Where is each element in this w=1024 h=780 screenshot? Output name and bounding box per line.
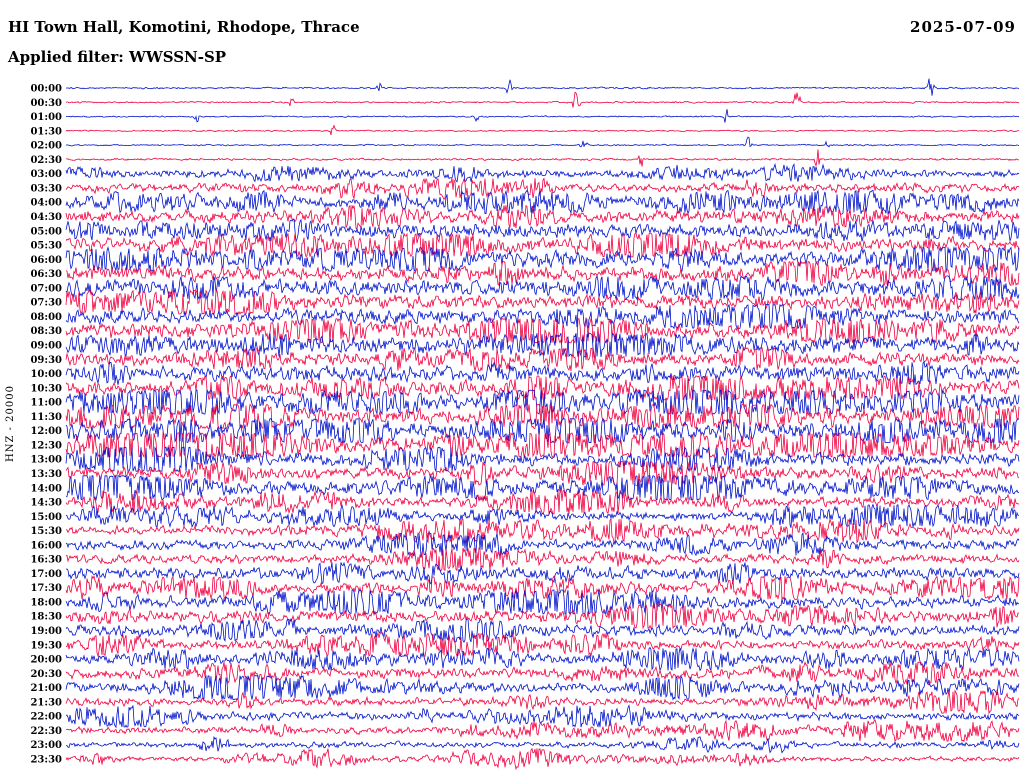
trace-row-2230 (66, 719, 1020, 743)
trace-row-1600 (65, 531, 1020, 558)
time-label-0730: 07:30 (30, 298, 62, 309)
trace-row-2100 (65, 674, 1020, 701)
time-label-0030: 00:30 (30, 98, 62, 109)
trace-row-0300 (65, 162, 1020, 183)
trace-row-1000 (65, 361, 1020, 386)
time-label-2200: 22:00 (30, 712, 62, 723)
trace-row-1800 (65, 589, 1020, 615)
trace-row-1330 (65, 460, 1020, 486)
trace-row-1530 (65, 517, 1020, 544)
trace-row-0930 (65, 346, 1020, 372)
time-label-1830: 18:30 (30, 612, 62, 623)
trace-row-0630 (65, 260, 1020, 287)
trace-row-1700 (65, 561, 1020, 585)
trace-row-0500 (65, 218, 1020, 243)
time-label-0800: 08:00 (30, 312, 62, 323)
trace-row-1900 (65, 617, 1020, 643)
time-label-1500: 15:00 (30, 512, 62, 523)
trace-row-0130 (65, 124, 1019, 135)
filter-label: Applied filter: WWSSN-SP (8, 48, 227, 66)
trace-row-1030 (65, 374, 1020, 402)
time-label-0300: 03:00 (30, 169, 62, 180)
time-label-0930: 09:30 (30, 355, 62, 366)
time-label-2130: 21:30 (30, 697, 62, 708)
trace-row-1230 (65, 432, 1020, 459)
time-label-1630: 16:30 (30, 555, 62, 566)
trace-row-0800 (65, 303, 1020, 330)
time-label-1130: 11:30 (30, 412, 62, 423)
trace-row-0700 (65, 275, 1020, 301)
time-label-1600: 16:00 (30, 540, 62, 551)
trace-row-1200 (65, 418, 1020, 444)
trace-row-2300 (66, 735, 1020, 754)
time-label-1530: 15:30 (30, 526, 62, 537)
time-label-2230: 22:30 (30, 726, 62, 737)
time-label-0130: 01:30 (30, 126, 62, 137)
trace-row-1930 (65, 631, 1020, 658)
trace-row-0100 (65, 109, 1020, 123)
time-label-0230: 02:30 (30, 155, 62, 166)
time-label-1300: 13:00 (30, 455, 62, 466)
time-label-0200: 02:00 (30, 141, 62, 152)
trace-row-0430 (65, 204, 1020, 229)
time-label-0430: 04:30 (30, 212, 62, 223)
time-label-0530: 05:30 (30, 241, 62, 252)
trace-row-0900 (65, 332, 1020, 358)
trace-row-0330 (65, 177, 1020, 200)
time-label-0900: 09:00 (30, 340, 62, 351)
time-label-0700: 07:00 (30, 283, 62, 294)
station-title: HI Town Hall, Komotini, Rhodope, Thrace (8, 18, 360, 36)
time-label-1430: 14:30 (30, 498, 62, 509)
time-label-2330: 23:30 (30, 755, 62, 766)
time-label-1700: 17:00 (30, 569, 62, 580)
trace-row-0030 (65, 91, 1020, 108)
time-label-1400: 14:00 (30, 483, 62, 494)
time-label-2030: 20:30 (30, 669, 62, 680)
time-label-1900: 19:00 (30, 626, 62, 637)
trace-row-1100 (65, 388, 1020, 416)
trace-row-1130 (65, 403, 1020, 429)
trace-row-0000 (65, 78, 1020, 96)
trace-row-2130 (65, 688, 1020, 715)
trace-row-2200 (65, 704, 1020, 729)
trace-row-2030 (65, 661, 1020, 686)
trace-row-0730 (65, 288, 1020, 315)
time-label-1000: 10:00 (30, 369, 62, 380)
time-label-1230: 12:30 (30, 440, 62, 451)
trace-row-0200 (65, 136, 1020, 148)
time-label-0400: 04:00 (30, 198, 62, 209)
date-label: 2025-07-09 (910, 18, 1016, 36)
time-label-1330: 13:30 (30, 469, 62, 480)
trace-row-0530 (65, 232, 1020, 259)
trace-row-0400 (65, 189, 1020, 216)
time-label-0600: 06:00 (30, 255, 62, 266)
time-label-0330: 03:30 (30, 183, 62, 194)
time-label-1200: 12:00 (30, 426, 62, 437)
time-label-0100: 01:00 (30, 112, 62, 123)
time-label-2300: 23:00 (30, 740, 62, 751)
trace-row-1500 (65, 503, 1020, 529)
time-label-0500: 05:00 (30, 226, 62, 237)
trace-row-0230 (65, 149, 1019, 168)
trace-row-1400 (65, 474, 1019, 502)
trace-row-1630 (65, 547, 1020, 572)
time-label-1100: 11:00 (30, 398, 62, 409)
trace-row-2000 (65, 646, 1020, 672)
trace-row-2330 (65, 747, 1020, 771)
time-label-1730: 17:30 (30, 583, 62, 594)
time-label-2000: 20:00 (30, 655, 62, 666)
time-label-0000: 00:00 (30, 84, 62, 95)
time-label-1030: 10:30 (30, 383, 62, 394)
trace-row-1830 (65, 603, 1020, 630)
time-label-2100: 21:00 (30, 683, 62, 694)
time-label-0630: 06:30 (30, 269, 62, 280)
time-label-1800: 18:00 (30, 597, 62, 608)
trace-row-1730 (65, 574, 1020, 601)
trace-row-1300 (65, 446, 1020, 473)
time-label-1930: 19:30 (30, 640, 62, 651)
time-label-0830: 08:30 (30, 326, 62, 337)
trace-row-0600 (65, 246, 1020, 273)
